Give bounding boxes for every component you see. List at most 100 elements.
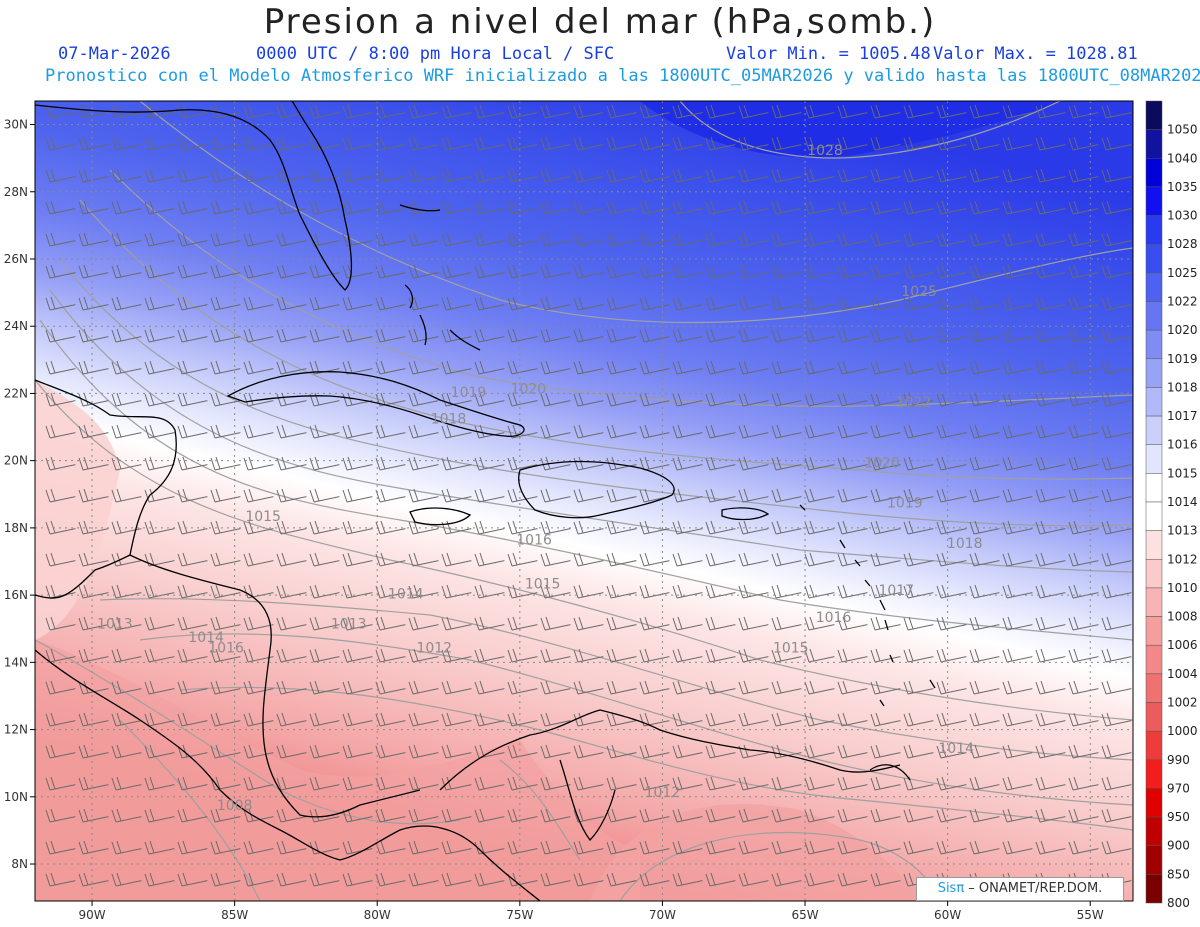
wind-barb (672, 104, 703, 119)
wind-barb (1002, 136, 1033, 151)
isobar-label: 1013 (97, 617, 133, 633)
wind-barb (969, 264, 1000, 279)
wind-barb (573, 360, 604, 375)
colorbar-swatch (1145, 358, 1163, 388)
wind-barb (804, 392, 835, 407)
bahamas-coast (399, 204, 481, 351)
wind-barb (606, 648, 637, 663)
wind-barb (1068, 424, 1099, 439)
wind-barb (738, 232, 769, 247)
wind-barb (903, 488, 934, 503)
wind-barb (507, 776, 538, 791)
wind-barb (177, 840, 208, 855)
wind-barb (540, 488, 571, 503)
wind-barb (441, 616, 472, 631)
wind-barb (375, 680, 406, 695)
wind-barb (705, 296, 736, 311)
wind-barb (375, 712, 406, 727)
lat-tick-label: 12N (4, 723, 28, 737)
wind-barb (309, 872, 340, 887)
wind-barb (45, 296, 76, 311)
wind-barb (903, 296, 934, 311)
isobar-1011 (499, 759, 581, 861)
wind-barb (408, 168, 439, 183)
wind-barb (243, 776, 274, 791)
wind-barb (540, 232, 571, 247)
wind-barb (177, 776, 208, 791)
wind-barb (870, 648, 901, 663)
wind-barb (870, 104, 901, 119)
wind-barb (375, 200, 406, 215)
wind-barb (144, 168, 175, 183)
wind-barb (606, 776, 637, 791)
wind-barb (1035, 616, 1066, 631)
wind-barb (408, 648, 439, 663)
wind-barb (1101, 264, 1132, 279)
wind-barb (144, 456, 175, 471)
wind-barb (705, 616, 736, 631)
wind-barb (111, 168, 142, 183)
wind-barb (1101, 392, 1132, 407)
wind-barb (507, 296, 538, 311)
wind-barb (540, 200, 571, 215)
wind-barb (969, 168, 1000, 183)
wind-barb (870, 488, 901, 503)
wind-barb (309, 424, 340, 439)
wind-barb (210, 616, 241, 631)
wind-barb (375, 104, 406, 119)
wind-barb (606, 488, 637, 503)
wind-barb (573, 200, 604, 215)
wind-barb (177, 264, 208, 279)
wind-barb (1068, 456, 1099, 471)
wind-barb (870, 136, 901, 151)
wind-barb (177, 712, 208, 727)
wind-barb (837, 296, 868, 311)
wind-barb (606, 712, 637, 727)
wind-barb (837, 872, 868, 887)
wind-barb (738, 776, 769, 791)
wind-barb (738, 360, 769, 375)
map-frame (34, 100, 1134, 902)
wind-barb (144, 136, 175, 151)
isobar-label: 1014 (188, 630, 224, 646)
wind-barb (507, 200, 538, 215)
colorbar-swatch (1145, 616, 1163, 646)
wind-barb (342, 168, 373, 183)
wind-barb (78, 552, 109, 567)
wind-barb (771, 392, 802, 407)
isobar-label: 1013 (331, 617, 367, 633)
wind-barb (540, 136, 571, 151)
lat-tick-label: 8N (11, 857, 28, 871)
wind-barb (309, 616, 340, 631)
wind-barb (474, 680, 505, 695)
wind-barb (903, 232, 934, 247)
wind-barb (309, 776, 340, 791)
isobar-label: 1018 (431, 412, 467, 428)
wind-barb (771, 776, 802, 791)
wind-barb (45, 456, 76, 471)
wind-barb (738, 488, 769, 503)
credit-box: Sisπ – ONAMET/REP.DOM. (916, 877, 1124, 901)
wind-barb (672, 552, 703, 567)
wind-barb (1068, 200, 1099, 215)
colorbar-swatch (1145, 501, 1163, 531)
wind-barb (78, 200, 109, 215)
lon-tick-label: 65W (791, 908, 818, 922)
wind-barb (210, 712, 241, 727)
jamaica-coast (409, 507, 472, 526)
wind-barb (441, 744, 472, 759)
wind-barb (210, 648, 241, 663)
wind-barb (1035, 264, 1066, 279)
lon-tick-label: 70W (649, 908, 676, 922)
wind-barb (243, 264, 274, 279)
wind-barb (969, 136, 1000, 151)
isobar-label: 1019 (887, 496, 923, 512)
wind-barb (573, 712, 604, 727)
colorbar-swatch (1145, 129, 1163, 159)
wind-barb (111, 456, 142, 471)
wind-barb (540, 552, 571, 567)
wind-barb (1035, 648, 1066, 663)
wind-barb (45, 776, 76, 791)
wind-barb (936, 840, 967, 855)
wind-barb (573, 648, 604, 663)
